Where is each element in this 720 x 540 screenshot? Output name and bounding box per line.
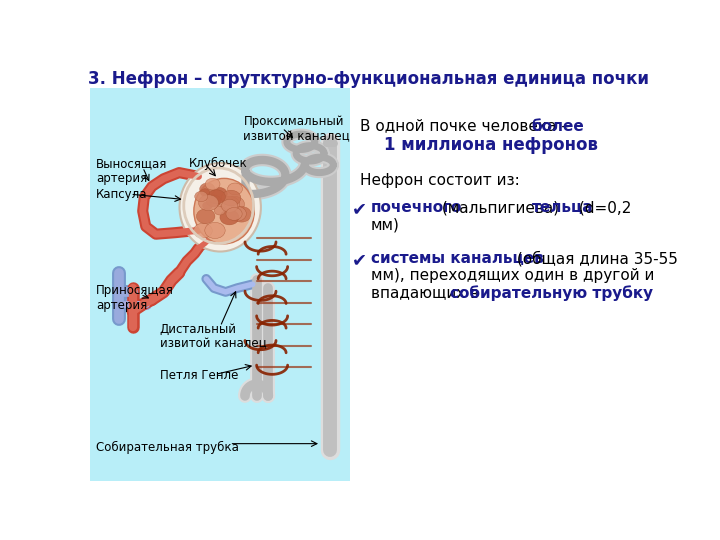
Text: 1 миллиона нефронов: 1 миллиона нефронов [384, 136, 598, 154]
Ellipse shape [179, 163, 261, 252]
Text: Клубочек: Клубочек [189, 157, 248, 170]
Text: системы канальцев: системы канальцев [371, 251, 544, 266]
Ellipse shape [220, 210, 239, 225]
Ellipse shape [194, 191, 207, 201]
Text: Нефрон состоит из:: Нефрон состоит из: [360, 173, 519, 187]
Text: тельца: тельца [532, 200, 593, 215]
Text: Собирательная трубка: Собирательная трубка [96, 441, 239, 454]
Ellipse shape [194, 178, 254, 244]
Text: В одной почке человека –: В одной почке человека – [360, 119, 574, 134]
Text: ✔: ✔ [352, 200, 367, 218]
Text: Дистальный
извитой каналец: Дистальный извитой каналец [160, 323, 266, 351]
Text: (мальпигиева): (мальпигиева) [437, 200, 564, 215]
Ellipse shape [215, 206, 225, 215]
Ellipse shape [199, 195, 218, 211]
Text: впадающих в: впадающих в [371, 285, 484, 300]
Text: 3. Нефрон – струтктурно-функциональная единица почки: 3. Нефрон – струтктурно-функциональная е… [89, 70, 649, 87]
Ellipse shape [225, 197, 245, 212]
Text: ✔: ✔ [352, 251, 367, 269]
Text: (d=0,2: (d=0,2 [574, 200, 631, 215]
Text: Приносящая
артерия: Приносящая артерия [96, 284, 174, 312]
Text: Капсула: Капсула [96, 188, 148, 201]
Text: Проксимальный
извитой каналец: Проксимальный извитой каналец [243, 115, 350, 143]
Ellipse shape [226, 207, 242, 220]
Text: мм): мм) [371, 217, 400, 232]
Ellipse shape [205, 178, 220, 190]
Ellipse shape [222, 199, 238, 212]
Ellipse shape [211, 187, 228, 200]
Ellipse shape [200, 188, 210, 196]
Text: (общая длина 35-55: (общая длина 35-55 [512, 251, 678, 267]
Ellipse shape [232, 207, 251, 222]
Ellipse shape [228, 206, 246, 221]
Ellipse shape [202, 202, 212, 210]
Ellipse shape [220, 197, 240, 212]
Ellipse shape [197, 209, 215, 224]
Text: Петля Генле: Петля Генле [160, 369, 238, 382]
Ellipse shape [221, 190, 241, 206]
Text: более: более [532, 119, 585, 134]
Ellipse shape [228, 183, 243, 195]
Ellipse shape [207, 190, 225, 204]
Ellipse shape [206, 195, 221, 207]
Ellipse shape [204, 222, 225, 239]
Ellipse shape [194, 223, 212, 238]
Text: Выносящая
артерия: Выносящая артерия [96, 157, 168, 185]
FancyBboxPatch shape [90, 88, 350, 481]
Text: почечного: почечного [371, 200, 462, 215]
Text: мм), переходящих один в другой и: мм), переходящих один в другой и [371, 268, 654, 283]
Ellipse shape [199, 183, 215, 195]
Text: собирательную трубку: собирательную трубку [449, 285, 653, 301]
